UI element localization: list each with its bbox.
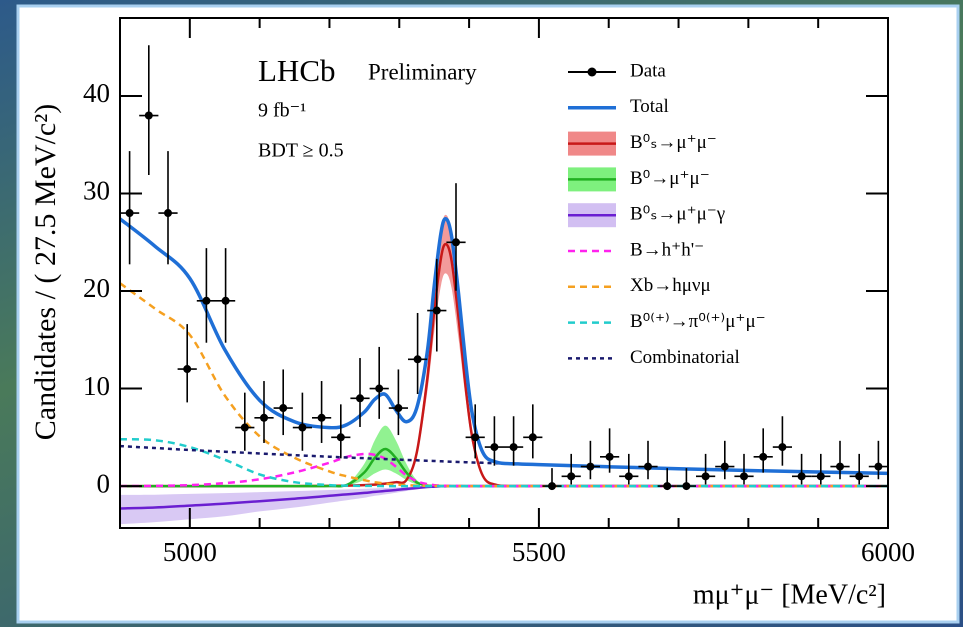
data-point [528, 433, 537, 442]
data-point [682, 482, 691, 491]
annotation: 9 fb⁻¹ [258, 100, 306, 122]
data-point [298, 423, 307, 432]
frame [119, 17, 889, 529]
legend-label: Xb→hμνμ [630, 275, 711, 296]
data-point [548, 482, 556, 491]
y-axis-label: Candidates / ( 27.5 MeV/c²) [29, 104, 62, 440]
y-tick-label: 10 [83, 371, 110, 401]
data-point [125, 209, 134, 218]
legend-label: B→h⁺h'⁻ [630, 239, 704, 260]
data-point [240, 423, 249, 432]
x-tick-label: 5000 [163, 537, 217, 567]
data-point [663, 482, 672, 491]
data-point [471, 433, 480, 442]
legend-marker [587, 67, 597, 77]
data-point [586, 462, 595, 471]
uncertainty-band [120, 486, 888, 525]
data-point [509, 443, 518, 452]
panel [16, 4, 960, 624]
data-point [816, 472, 825, 481]
data-point [644, 462, 652, 471]
data-point [836, 462, 844, 471]
data-point [855, 472, 864, 481]
legend-label: B⁰ₛ→μ⁺μ⁻ [630, 132, 717, 153]
plot-area [120, 45, 888, 525]
data-point [394, 404, 403, 413]
data-point [759, 452, 768, 461]
data-point [605, 452, 614, 461]
x-tick-label: 5500 [512, 537, 566, 567]
data-point [317, 413, 326, 422]
data-point [740, 472, 748, 481]
x-tick-label: 6000 [861, 537, 915, 567]
data-point [260, 413, 268, 422]
data-point [413, 355, 422, 364]
legend-label: Combinatorial [630, 347, 740, 368]
data-point [356, 394, 364, 403]
legend-label: B⁰ₛ→μ⁺μ⁻γ [630, 204, 725, 225]
fit-curve [120, 217, 888, 476]
data-point [221, 296, 230, 305]
data-point [624, 472, 633, 481]
y-tick-label: 0 [97, 468, 111, 498]
data-point [144, 111, 153, 120]
data-point [720, 462, 729, 471]
legend-label: B⁰⁽⁺⁾→π⁰⁽⁺⁾μ⁺μ⁻ [630, 311, 766, 332]
data-point [375, 384, 384, 393]
y-tick-label: 20 [83, 273, 110, 303]
data-point [164, 209, 172, 218]
legend-label: Data [630, 60, 666, 81]
data-point [432, 306, 441, 315]
data-point [183, 365, 192, 374]
data-point [778, 443, 787, 452]
y-tick-label: 40 [83, 78, 110, 108]
x-axis-label: mμ⁺μ⁻ [MeV/c²] [693, 579, 886, 610]
data-point [567, 472, 576, 481]
legend-label: B⁰→μ⁺μ⁻ [630, 168, 710, 189]
chart-title: LHCb [258, 53, 336, 88]
annotation: BDT ≥ 0.5 [258, 140, 344, 162]
y-tick-label: 30 [83, 176, 110, 206]
data-point [874, 462, 883, 471]
data-point [452, 238, 460, 247]
data-point [797, 472, 806, 481]
data-point [202, 296, 211, 305]
data-point [279, 404, 288, 413]
legend-label: Total [630, 96, 669, 117]
chart-subtitle: Preliminary [368, 59, 477, 84]
data-point [701, 472, 710, 481]
data-point [490, 443, 499, 452]
data-point [336, 433, 345, 442]
